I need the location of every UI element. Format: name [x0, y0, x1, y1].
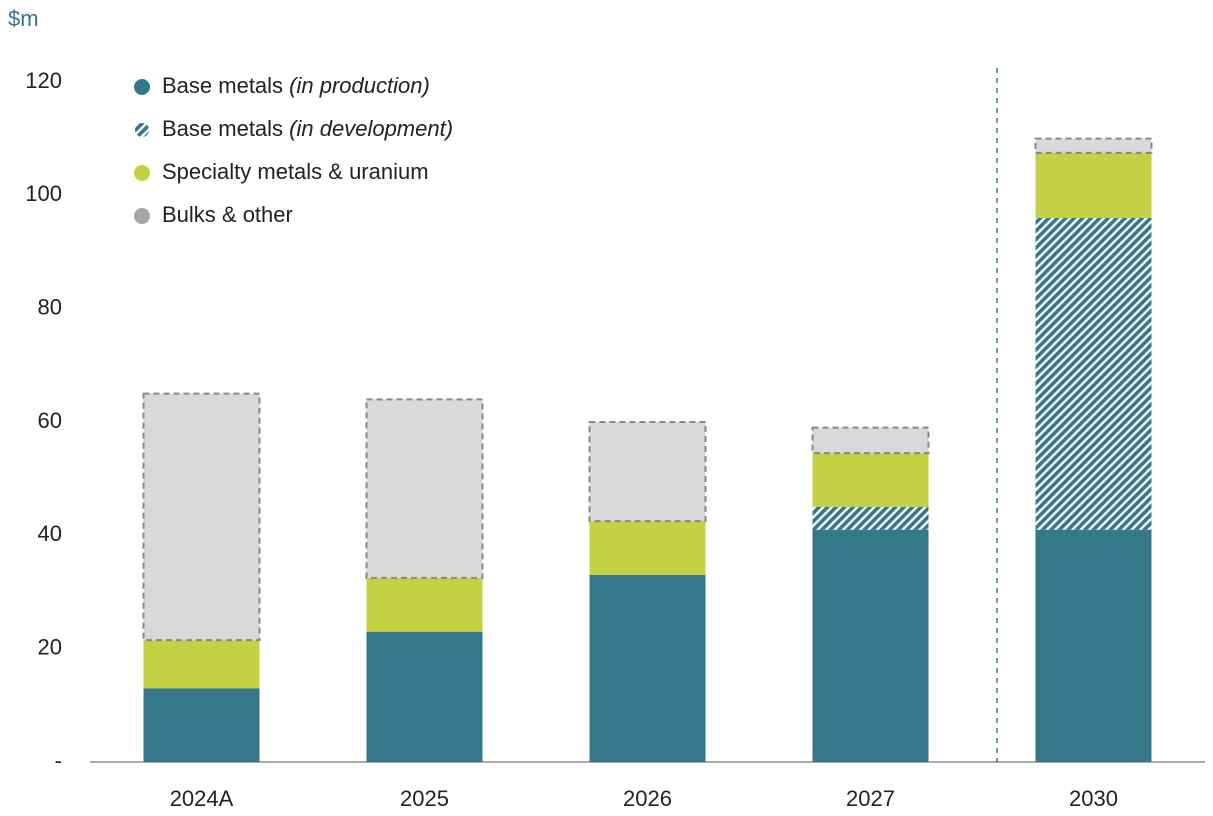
y-tick-label: -	[55, 748, 62, 773]
y-tick-label: 60	[38, 408, 62, 433]
bar-segment	[811, 426, 930, 455]
legend-marker	[134, 165, 150, 181]
y-tick-label: 80	[38, 294, 62, 319]
bar-segment	[142, 392, 261, 642]
x-tick-label: 2027	[846, 786, 895, 811]
bar-segment	[1035, 529, 1152, 762]
bar-segment	[1035, 152, 1152, 218]
legend-label: Bulks & other	[162, 202, 293, 227]
y-tick-label: 40	[38, 521, 62, 546]
legend-label: Specialty metals & uranium	[162, 159, 429, 184]
bar-segment	[589, 521, 706, 575]
x-tick-label: 2024A	[170, 786, 234, 811]
bar-segment	[365, 398, 484, 579]
bar-segment	[1035, 218, 1152, 530]
bar-segment	[1034, 137, 1153, 154]
legend-marker	[134, 79, 150, 95]
bar-segment	[812, 453, 929, 507]
bar-segment	[588, 421, 707, 523]
bar-segment	[143, 640, 260, 689]
bar-segment	[366, 631, 483, 762]
legend-marker	[134, 208, 150, 224]
bar-segment	[366, 577, 483, 632]
legend-marker	[135, 123, 149, 137]
x-tick-label: 2030	[1069, 786, 1118, 811]
x-tick-label: 2026	[623, 786, 672, 811]
legend-label: Base metals (in production)	[162, 73, 430, 98]
bar-segment	[812, 529, 929, 762]
bar-segment	[143, 688, 260, 762]
legend-label: Base metals (in development)	[162, 116, 453, 141]
bar-segment	[589, 575, 706, 762]
y-tick-label: 20	[38, 634, 62, 659]
y-axis-label: $m	[8, 6, 39, 31]
x-tick-label: 2025	[400, 786, 449, 811]
y-tick-label: 100	[25, 181, 62, 206]
bar-segment	[812, 507, 929, 530]
y-tick-label: 120	[25, 68, 62, 93]
